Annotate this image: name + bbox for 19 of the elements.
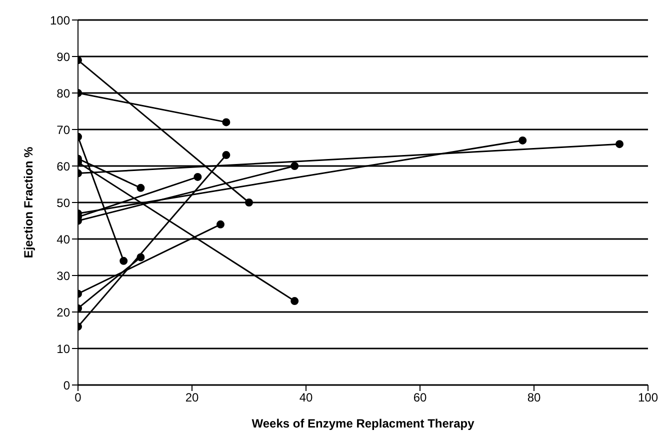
x-tick-label: 100 — [638, 390, 658, 405]
y-tick-label: 10 — [56, 342, 70, 356]
y-tick-label: 50 — [56, 196, 70, 210]
x-tick-label: 80 — [527, 390, 541, 405]
y-axis-title: Ejection Fraction % — [21, 146, 36, 258]
y-tick-label: 40 — [56, 232, 70, 246]
y-tick-label: 100 — [50, 13, 70, 28]
x-tick-label: 40 — [299, 390, 313, 405]
y-tick-label: 80 — [56, 86, 70, 100]
y-tick-label: 90 — [56, 50, 70, 64]
x-tick-label: 0 — [74, 390, 82, 405]
y-tick-label: 0 — [63, 378, 70, 392]
y-tick-label: 70 — [56, 122, 70, 137]
y-tick-label: 30 — [56, 268, 70, 283]
x-tick-label: 60 — [413, 390, 427, 405]
x-axis-title: Weeks of Enzyme Replacment Therapy — [252, 416, 475, 431]
y-tick-label: 60 — [56, 159, 70, 174]
x-tick-label: 20 — [185, 390, 199, 405]
y-tick-label: 20 — [56, 305, 70, 320]
